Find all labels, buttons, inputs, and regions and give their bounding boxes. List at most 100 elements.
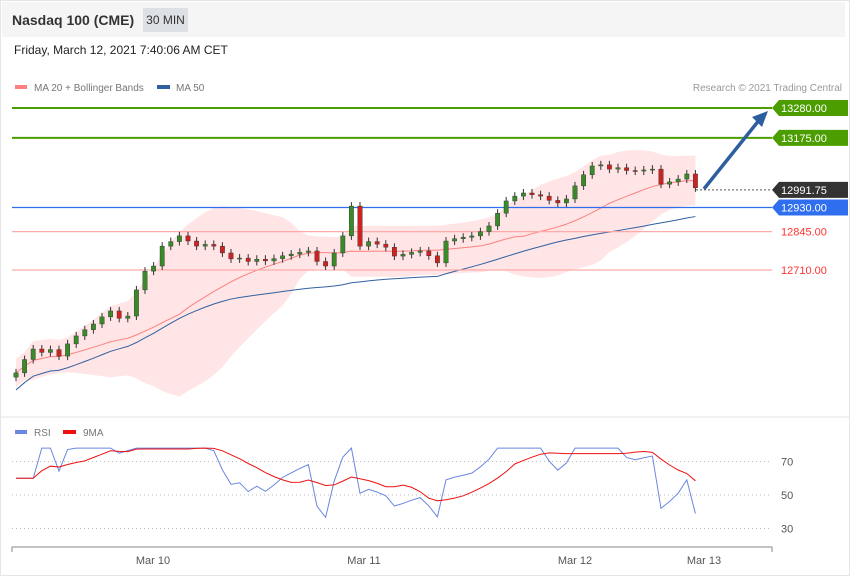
- candle: [598, 164, 604, 167]
- candle: [349, 205, 354, 237]
- candle: [607, 164, 612, 170]
- candle: [478, 231, 483, 237]
- rsi-legend: RSI: [34, 428, 51, 439]
- rsi-line: [16, 447, 696, 519]
- candle: [486, 225, 492, 232]
- level-label: 12991.75: [781, 185, 827, 197]
- candle: [512, 195, 518, 202]
- rsi-level-label: 50: [781, 490, 793, 502]
- candle: [56, 349, 62, 357]
- candle: [400, 254, 406, 257]
- copyright: Research © 2021 Trading Central: [693, 83, 842, 94]
- candle: [581, 174, 587, 187]
- candle: [624, 167, 630, 171]
- candle: [495, 212, 500, 227]
- ma20-legend: MA 20 + Bollinger Bands: [34, 83, 144, 94]
- candle: [641, 169, 647, 172]
- x-tick-label: Mar 11: [347, 555, 380, 567]
- rsi-level-label: 70: [781, 457, 793, 469]
- candle: [237, 257, 242, 260]
- candle: [366, 241, 371, 247]
- candle: [417, 250, 423, 253]
- candle: [202, 244, 208, 247]
- candle: [452, 238, 457, 242]
- level-label: 13175.00: [781, 133, 827, 145]
- ma9-legend: 9MA: [83, 428, 104, 439]
- candle: [13, 372, 19, 378]
- candle: [675, 178, 681, 183]
- instrument-title: Nasdaq 100 (CME): [12, 12, 135, 28]
- candle: [529, 192, 535, 195]
- candle: [288, 253, 294, 256]
- candle: [22, 359, 27, 374]
- candle: [168, 241, 174, 247]
- ma50-legend: MA 50: [176, 83, 205, 94]
- candle: [90, 323, 96, 330]
- candle: [82, 329, 88, 337]
- candle: [589, 165, 595, 175]
- candle: [194, 240, 199, 247]
- candle: [73, 335, 79, 345]
- candle: [538, 194, 544, 197]
- timeframe-button[interactable]: 30 MIN: [143, 8, 188, 32]
- candle: [409, 252, 414, 255]
- candle: [632, 170, 638, 172]
- candle: [151, 265, 156, 272]
- candle: [99, 316, 105, 325]
- candle: [185, 235, 191, 242]
- candle: [667, 181, 673, 185]
- candle: [615, 167, 621, 170]
- candle: [392, 247, 397, 257]
- candle: [219, 245, 225, 254]
- ma50-line: [15, 216, 696, 391]
- candle: [521, 192, 526, 197]
- candle: [280, 255, 285, 259]
- candle: [340, 235, 346, 254]
- candle: [254, 259, 260, 262]
- level-tag: [772, 100, 848, 116]
- level-tag: [772, 199, 848, 216]
- candle: [555, 200, 561, 204]
- candle: [263, 259, 268, 262]
- candle: [314, 250, 320, 262]
- candle: [426, 250, 432, 256]
- ma20-legend-swatch: [15, 85, 27, 89]
- candle: [460, 237, 466, 239]
- candle: [39, 348, 45, 353]
- candle: [30, 348, 36, 360]
- candle: [159, 245, 165, 267]
- x-axis: [11, 546, 773, 552]
- level-tag: [772, 129, 848, 146]
- candle: [65, 343, 71, 357]
- candle: [435, 255, 440, 264]
- x-tick-label: Mar 10: [136, 555, 170, 567]
- candle: [133, 289, 139, 317]
- forecast-arrowhead: [752, 111, 768, 127]
- candle: [650, 168, 655, 171]
- candle: [323, 261, 328, 267]
- rsi-level-label: 30: [781, 524, 793, 536]
- candle: [469, 235, 475, 238]
- candle: [48, 349, 53, 353]
- candle: [245, 257, 251, 262]
- ma50-legend-swatch: [157, 85, 170, 89]
- header: Nasdaq 100 (CME) 30 MIN: [2, 2, 845, 37]
- candle: [374, 241, 380, 245]
- candle: [125, 315, 131, 319]
- candle: [271, 258, 277, 262]
- x-tick-label: Mar 12: [558, 555, 592, 567]
- candle: [211, 244, 217, 247]
- candle: [228, 252, 234, 260]
- level-tag: [772, 181, 848, 198]
- level-label: 13280.00: [781, 103, 827, 115]
- candle: [684, 173, 690, 180]
- candle: [572, 185, 578, 200]
- level-label: 12930.00: [781, 202, 827, 214]
- candle: [443, 240, 449, 264]
- x-tick-label: Mar 13: [687, 555, 721, 567]
- level-label: 12845.00: [781, 227, 827, 239]
- candle: [116, 310, 122, 319]
- candle: [658, 168, 664, 185]
- candle: [546, 195, 552, 201]
